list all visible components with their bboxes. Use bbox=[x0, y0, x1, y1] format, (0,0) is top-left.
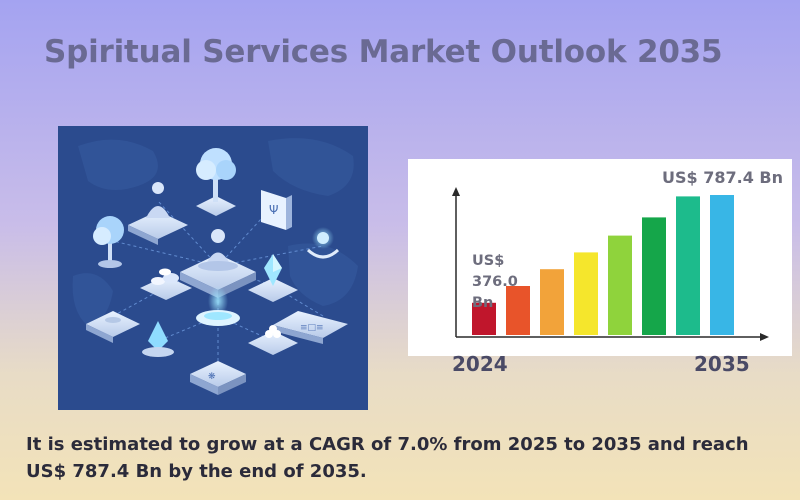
end-value-label: US$ 787.4 Bn bbox=[662, 168, 783, 187]
bar-5 bbox=[608, 235, 632, 335]
x-tick-label-start: 2024 bbox=[452, 352, 508, 376]
svg-text:❋: ❋ bbox=[208, 372, 216, 382]
bar-8 bbox=[710, 195, 734, 335]
growth-summary: It is estimated to grow at a CAGR of 7.0… bbox=[26, 434, 749, 482]
spirituality-illustration: Ψ bbox=[58, 126, 368, 410]
svg-text:≡□≡: ≡□≡ bbox=[300, 323, 324, 333]
bar-chart bbox=[452, 187, 769, 341]
y-axis-arrow bbox=[452, 187, 460, 196]
bar-1 bbox=[472, 302, 496, 335]
page-title: Spiritual Services Market Outlook 2035 bbox=[44, 34, 723, 70]
bar-7 bbox=[676, 196, 700, 335]
start-value-label: US$ 376.0 Bn bbox=[472, 253, 518, 311]
bar-2 bbox=[506, 286, 530, 335]
svg-text:Ψ: Ψ bbox=[269, 203, 278, 217]
bar-3 bbox=[540, 269, 564, 335]
bar-6 bbox=[642, 217, 666, 335]
x-tick-label-end: 2035 bbox=[694, 352, 750, 376]
bar-4 bbox=[574, 252, 598, 335]
x-axis-arrow bbox=[760, 333, 769, 341]
market-chart bbox=[408, 159, 792, 356]
